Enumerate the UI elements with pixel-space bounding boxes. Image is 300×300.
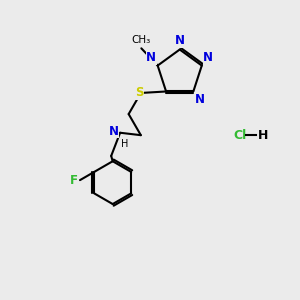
Text: Cl: Cl [233, 129, 247, 142]
Text: H: H [258, 129, 268, 142]
Text: F: F [70, 174, 78, 187]
Text: N: N [195, 93, 205, 106]
Text: H: H [121, 139, 128, 149]
Text: N: N [203, 51, 213, 64]
Text: N: N [146, 51, 156, 64]
Text: CH₃: CH₃ [132, 35, 151, 45]
Text: N: N [109, 125, 118, 138]
Text: N: N [175, 34, 185, 47]
Text: S: S [135, 86, 144, 100]
